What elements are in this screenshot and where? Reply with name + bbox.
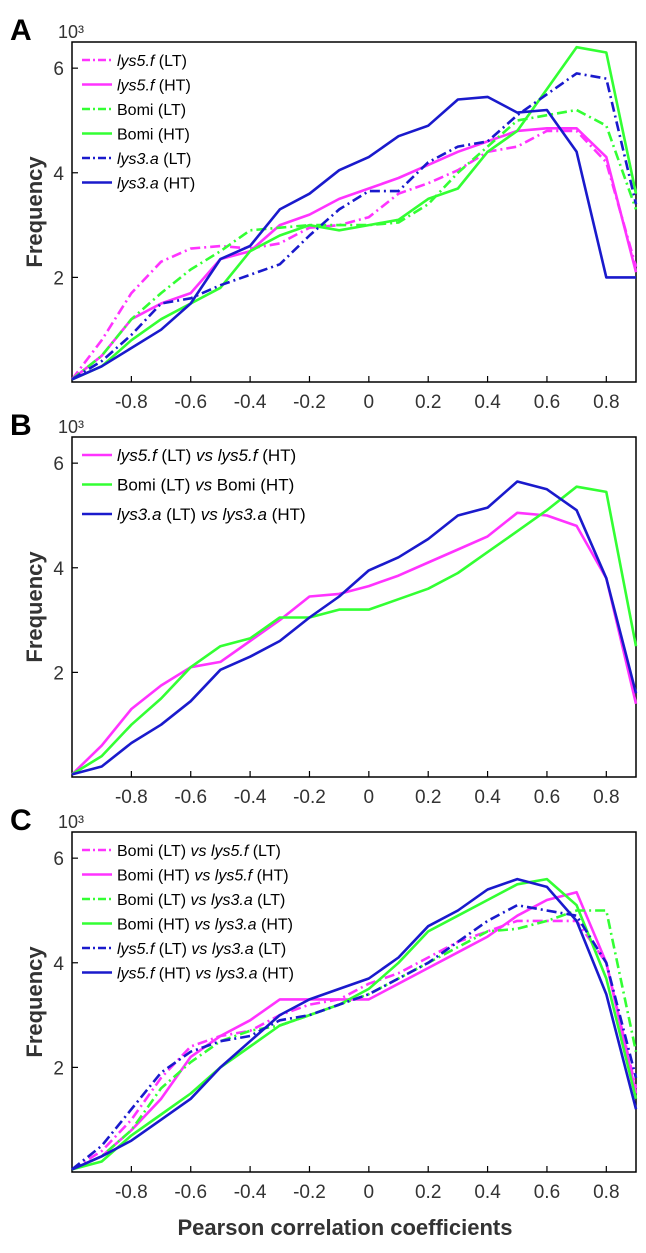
legend-item: Bomi (LT) [82, 102, 186, 119]
y-tick-label: 2 [53, 268, 64, 289]
series-line [71, 480, 638, 776]
x-tick-label: -0.4 [234, 787, 267, 808]
legend-item: Bomi (LT) vs lys5.f (LT) [82, 843, 281, 860]
plot-frame [71, 831, 637, 1173]
y-axis-label: Frequency [22, 156, 47, 268]
legend-label: lys3.a (HT) [117, 176, 195, 193]
panel-label: C [10, 804, 32, 837]
legend-label: lys5.f (HT) vs lys3.a (HT) [117, 966, 294, 983]
legend-label: lys3.a (LT) [117, 151, 191, 168]
x-tick-label: 0.6 [534, 787, 560, 808]
y-tick-label: 4 [53, 559, 64, 580]
legend-label: lys3.a (LT) vs lys3.a (HT) [117, 505, 306, 524]
y-multiplier: 10³ [58, 417, 84, 437]
x-tick-label: -0.8 [115, 392, 148, 413]
x-tick-label: 0.6 [534, 1182, 560, 1203]
x-tick-label: -0.8 [115, 787, 148, 808]
y-tick-label: 6 [53, 59, 64, 80]
y-tick-label: 6 [53, 849, 64, 870]
y-multiplier: 10³ [58, 22, 84, 42]
x-tick-label: 0 [364, 1182, 375, 1203]
series-line [71, 877, 638, 1171]
series-line [71, 108, 638, 381]
legend-label: lys5.f (LT) [117, 53, 187, 70]
x-tick-label: -0.6 [174, 392, 207, 413]
y-tick-label: 2 [53, 1058, 64, 1079]
x-tick-label: -0.6 [174, 1182, 207, 1203]
x-tick-label: 0.2 [415, 1182, 441, 1203]
x-tick-label: 0.6 [534, 392, 560, 413]
y-tick-label: 4 [53, 954, 64, 975]
legend-item: lys5.f (LT) vs lys3.a (LT) [82, 941, 286, 958]
legend-label: lys5.f (LT) vs lys3.a (LT) [117, 941, 286, 958]
legend-label: Bomi (LT) vs lys3.a (LT) [117, 892, 285, 909]
legend-item: lys5.f (LT) vs lys5.f (HT) [82, 446, 296, 465]
x-tick-label: -0.2 [293, 1182, 326, 1203]
legend-item: Bomi (LT) vs lys3.a (LT) [82, 892, 285, 909]
legend-label: Bomi (HT) vs lys3.a (HT) [117, 917, 293, 934]
legend-item: lys3.a (LT) vs lys3.a (HT) [82, 505, 306, 524]
series-line [71, 45, 638, 381]
legend-label: lys5.f (LT) vs lys5.f (HT) [117, 446, 296, 465]
x-tick-label: -0.2 [293, 787, 326, 808]
series-line [70, 129, 638, 381]
x-tick-label: 0.8 [593, 1182, 619, 1203]
legend-label: Bomi (LT) vs Bomi (HT) [117, 476, 294, 495]
y-tick-label: 6 [53, 454, 64, 475]
panel-b: B 10³ Frequency 2 4 6 -0.8 -0.6 -0.4 -0.2 0 0.2 0.4 0… [10, 409, 638, 808]
y-multiplier: 10³ [58, 812, 84, 832]
x-axis-label: Pearson correlation coefficients [178, 1215, 513, 1240]
legend-label: Bomi (LT) vs lys5.f (LT) [117, 843, 281, 860]
x-tick-label: 0.8 [593, 787, 619, 808]
legend-item: lys5.f (LT) [82, 53, 187, 70]
legend-item: lys3.a (HT) [82, 176, 195, 193]
series-line [71, 903, 638, 1171]
legend-item: Bomi (HT) vs lys5.f (HT) [82, 868, 289, 885]
y-tick-label: 4 [53, 164, 64, 185]
y-axis-label: Frequency [22, 946, 47, 1058]
series-line [71, 877, 638, 1171]
x-tick-label: 0.2 [415, 392, 441, 413]
y-axis-label: Frequency [22, 551, 47, 663]
x-tick-label: 0.2 [415, 787, 441, 808]
legend-item: Bomi (HT) [82, 127, 190, 144]
x-tick-label: -0.4 [234, 1182, 267, 1203]
legend-label: lys5.f (HT) [117, 78, 191, 95]
x-tick-label: -0.8 [115, 1182, 148, 1203]
plot-frame [71, 41, 637, 383]
legend-label: Bomi (HT) vs lys5.f (HT) [117, 868, 289, 885]
x-tick-label: 0.4 [474, 1182, 501, 1203]
legend-item: lys5.f (HT) [82, 78, 191, 95]
y-tick-label: 2 [53, 663, 64, 684]
legend-item: lys5.f (HT) vs lys3.a (HT) [82, 966, 294, 983]
x-tick-label: 0.4 [474, 392, 501, 413]
panel-c: C 10³ Frequency 2 4 6 -0.8 -0.6 -0.4 -0.2 0 0.2 0.4 0… [10, 804, 638, 1203]
plot-frame [71, 436, 637, 778]
legend-item: Bomi (LT) vs Bomi (HT) [82, 476, 294, 495]
panel-label: A [10, 14, 32, 47]
x-tick-label: 0 [364, 392, 375, 413]
series-line [71, 485, 638, 776]
x-tick-label: 0 [364, 787, 375, 808]
series-line [71, 95, 636, 381]
panel-label: B [10, 409, 32, 442]
x-tick-label: -0.6 [174, 787, 207, 808]
legend-item: lys3.a (LT) [82, 151, 191, 168]
legend-item: Bomi (HT) vs lys3.a (HT) [82, 917, 293, 934]
series-line [71, 909, 638, 1171]
x-tick-label: 0.8 [593, 392, 619, 413]
x-tick-label: -0.4 [234, 392, 267, 413]
legend-label: Bomi (LT) [117, 102, 186, 119]
series-line [71, 72, 638, 381]
panel-a: A 10³ Frequency 2 4 6 -0.8 -0.6 -0.4 -0.2 0 0.2 0.4 0… [10, 14, 638, 413]
x-tick-label: 0.4 [474, 787, 501, 808]
legend-label: Bomi (HT) [117, 127, 190, 144]
x-tick-label: -0.2 [293, 392, 326, 413]
